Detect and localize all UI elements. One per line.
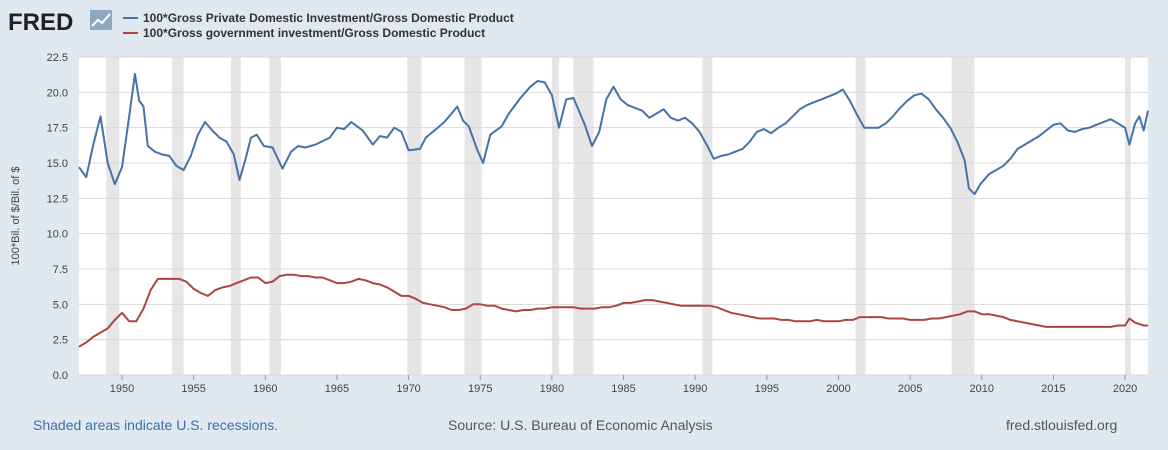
- y-tick-label: 17.5: [47, 123, 68, 135]
- recession-band-5: [464, 57, 482, 375]
- site-url[interactable]: fred.stlouisfed.org: [1006, 417, 1118, 433]
- x-tick-label: 2010: [970, 383, 994, 395]
- x-tick-label: 1965: [325, 383, 349, 395]
- grid-lines: [79, 56, 1148, 376]
- x-tick-label: 1970: [396, 383, 420, 395]
- y-tick-label: 7.5: [53, 264, 68, 276]
- y-tick-label: 12.5: [47, 193, 68, 205]
- series-line-0[interactable]: [78, 73, 1149, 196]
- x-tick-label: 2015: [1041, 383, 1065, 395]
- x-tick-label: 2020: [1113, 383, 1137, 395]
- source-text: Source: U.S. Bureau of Economic Analysis: [448, 417, 713, 433]
- legend-item-series-0[interactable]: 100*Gross Private Domestic Investment/Gr…: [123, 11, 514, 25]
- y-tick-label: 20.0: [47, 87, 68, 99]
- recession-band-8: [702, 57, 713, 375]
- y-tick-label: 0.0: [53, 370, 68, 382]
- y-axis-label: 100*Bil. of $/Bil. of $: [10, 166, 22, 265]
- x-tick-label: 1960: [253, 383, 277, 395]
- x-tick-label: 1955: [181, 383, 205, 395]
- fred-logo-chart-icon: [90, 10, 112, 30]
- recession-bands: [106, 57, 1131, 375]
- recession-band-3: [269, 57, 282, 375]
- recession-band-11: [1125, 57, 1131, 375]
- recession-band-6: [551, 57, 560, 375]
- x-tick-label: 2005: [898, 383, 922, 395]
- series-line-1[interactable]: [78, 273, 1148, 348]
- x-tick-label: 1950: [110, 383, 134, 395]
- fred-logo[interactable]: FRED: [8, 9, 112, 36]
- x-tick-label: 1980: [540, 383, 564, 395]
- x-tick-label: 1975: [468, 383, 492, 395]
- x-tick-label: 1995: [755, 383, 779, 395]
- y-tick-label: 10.0: [47, 229, 68, 241]
- recession-band-1: [172, 57, 184, 375]
- series-lines: [78, 73, 1149, 348]
- x-tick-label: 1985: [611, 383, 635, 395]
- y-tick-label: 5.0: [53, 299, 68, 311]
- y-tick-label: 22.5: [47, 52, 68, 64]
- recession-band-10: [951, 57, 975, 375]
- y-axis: 0.0 2.5 5.0 7.5 10.0 12.5 15.0 17.5 20.0 22.5: [47, 52, 68, 382]
- legend: 100*Gross Private Domestic Investment/Gr…: [123, 11, 514, 40]
- recession-band-0: [106, 57, 120, 375]
- y-tick-label: 15.0: [47, 158, 68, 170]
- legend-label-series-1: 100*Gross government investment/Gross Do…: [143, 26, 485, 40]
- legend-item-series-1[interactable]: 100*Gross government investment/Gross Do…: [123, 26, 485, 40]
- recession-band-9: [855, 57, 866, 375]
- legend-label-series-0: 100*Gross Private Domestic Investment/Gr…: [143, 11, 514, 25]
- recession-note-link[interactable]: Shaded areas indicate U.S. recessions.: [33, 417, 279, 433]
- recession-band-2: [230, 57, 241, 375]
- fred-logo-text: FRED: [8, 9, 73, 36]
- x-tick-label: 2000: [826, 383, 850, 395]
- y-tick-label: 2.5: [53, 335, 68, 347]
- recession-band-4: [407, 57, 422, 375]
- x-axis: 1950 1955 1960 1965 1970 1975 1980 1985 1990 1995…: [110, 375, 1137, 395]
- x-tick-label: 1990: [683, 383, 707, 395]
